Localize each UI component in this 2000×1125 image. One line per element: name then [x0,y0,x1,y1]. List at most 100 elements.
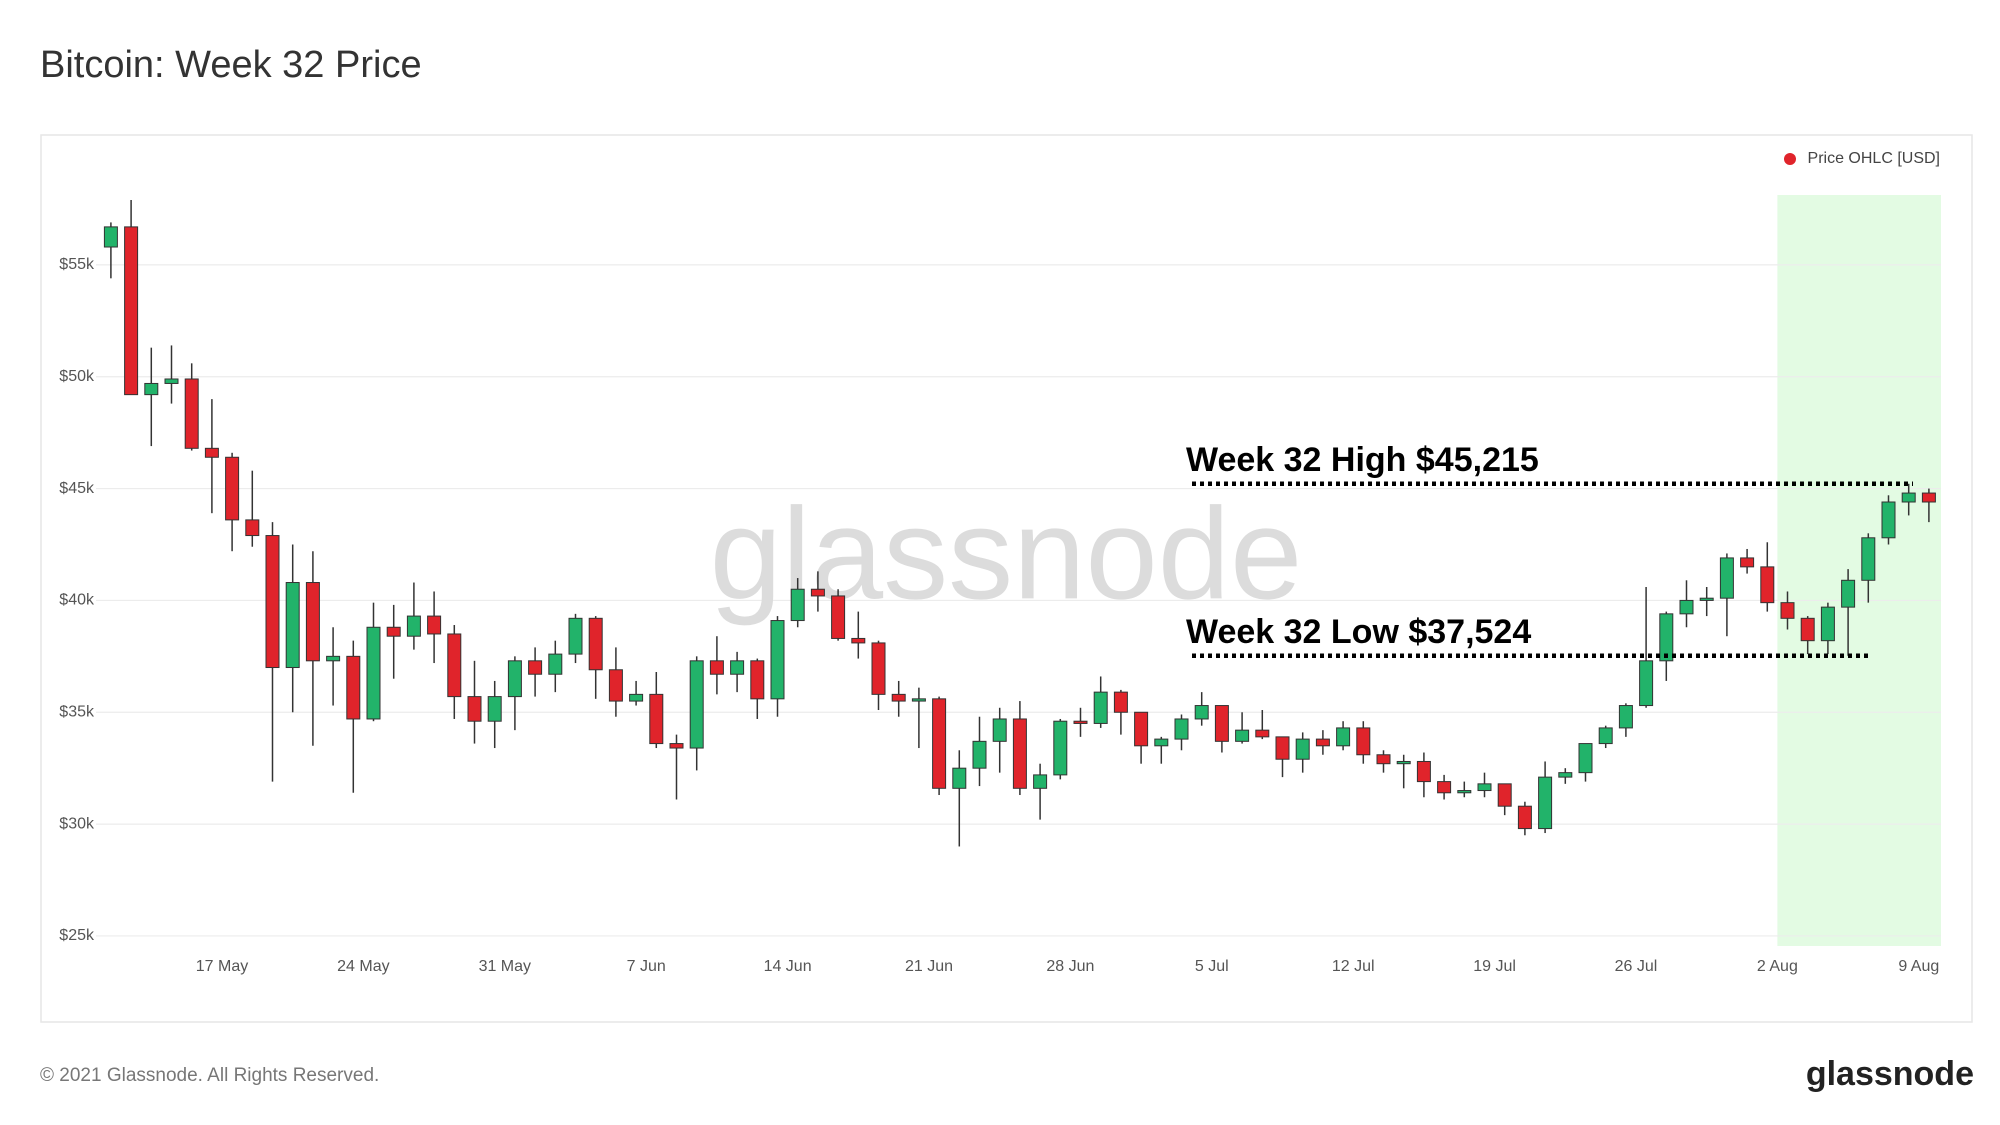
candle-body [1558,772,1573,778]
x-tick-label: 28 Jun [1046,958,1094,975]
candle-body [1376,754,1391,765]
candle-body [467,696,482,722]
candle-body [305,582,320,662]
x-tick-label: 12 Jul [1332,958,1375,975]
candle-body [1760,566,1775,604]
logo: glassnode [1806,1055,1974,1093]
candle-body [1093,691,1108,724]
x-tick-label: 17 May [196,958,248,975]
candle-body [770,620,785,700]
candle-body [1275,736,1290,760]
y-tick-label: $50k [59,368,95,385]
candle-body [1194,705,1209,720]
x-tick-label: 7 Jun [627,958,666,975]
x-tick-label: 19 Jul [1473,958,1516,975]
candle-body [730,660,745,675]
candle-body [1295,738,1310,760]
candle-body [871,642,886,695]
candle-body [1033,774,1048,789]
candle-body [669,743,684,749]
candle-body [1174,718,1189,740]
y-tick-label: $30k [59,815,95,832]
candle-body [1073,720,1088,724]
candle-body [1457,790,1472,794]
annotation-text: Week 32 High $45,215 [1186,441,1539,479]
x-tick-label: 14 Jun [764,958,812,975]
candle-body [992,718,1007,742]
x-tick-label: 26 Jul [1615,958,1658,975]
x-tick-label: 21 Jun [905,958,953,975]
x-tick-label: 24 May [337,958,389,975]
candle-body [1740,557,1755,568]
candle-body [1214,705,1229,742]
candle-body [790,588,805,622]
candle-body [245,519,260,537]
candle-body [1538,776,1553,830]
candle-body [1437,781,1452,794]
legend-marker [1784,153,1796,165]
candle-body [1679,599,1694,615]
candle-body [1618,705,1633,729]
candle-body [911,698,926,702]
candle-body [1578,743,1593,774]
candle-body [972,740,987,769]
candle-body [1639,660,1654,707]
candle-body [709,660,724,675]
x-tick-label: 9 Aug [1898,958,1939,975]
candle-body [851,637,866,644]
candle-body [326,655,341,662]
candle-body [406,615,421,637]
candle-body [346,655,361,720]
candle-body [1820,606,1835,642]
y-tick-label: $45k [59,480,95,497]
candle-body [1416,760,1431,783]
candle-body [144,382,159,396]
legend-label: Price OHLC [USD] [1808,150,1940,167]
plot-frame [40,134,1973,1023]
candle-body [1517,805,1532,830]
candle-body [750,660,765,700]
candle-body [1881,501,1896,539]
candle-body [1012,718,1027,789]
candle-body [386,626,401,637]
candle-body [1497,783,1512,807]
candle-body [103,226,118,248]
candle-body [1396,760,1411,765]
candle-body [1901,492,1916,503]
candle-body [1477,783,1492,792]
candle-body [831,595,846,639]
candle-body [1800,617,1815,642]
candle-body [1336,727,1351,747]
candle-body [891,693,906,702]
candle-body [689,660,704,749]
candle-body [1255,729,1270,738]
candle-body [588,617,603,671]
candle-body [447,633,462,698]
candle-body [568,617,583,655]
footer: © 2021 Glassnode. All Rights Reserved. [40,1065,379,1086]
y-tick-label: $25k [59,927,95,944]
candle-body [1659,613,1674,662]
y-tick-label: $35k [59,703,95,720]
candle-body [649,693,664,745]
candle-body [1235,729,1250,742]
candle-body [1053,720,1068,776]
candle-body [124,226,139,396]
candle-body [1699,597,1714,601]
candle-body [1113,691,1128,713]
candle-body [952,767,967,789]
candle-body [1598,727,1613,745]
candle-body [1315,738,1330,747]
candle-body [164,378,179,384]
candle-body [285,582,300,669]
candle-body [810,588,825,597]
candle-body [1921,492,1936,503]
candle-body [1780,602,1795,619]
candle-body [265,535,280,669]
candle-body [204,447,219,458]
x-tick-label: 5 Jul [1195,958,1229,975]
candle-body [528,660,543,675]
chart-title: Bitcoin: Week 32 Price [40,44,422,86]
candle-body [1841,579,1856,608]
